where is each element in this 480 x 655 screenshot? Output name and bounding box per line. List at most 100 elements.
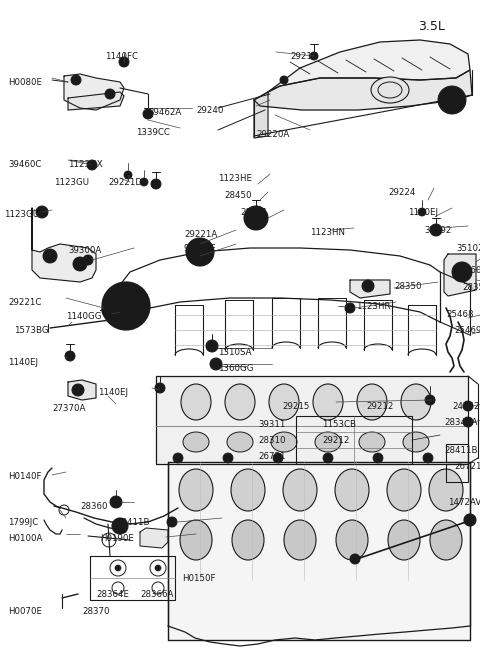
Circle shape: [463, 401, 473, 411]
Text: 1573BG: 1573BG: [14, 326, 48, 335]
Polygon shape: [168, 462, 470, 640]
Text: 28344A: 28344A: [444, 418, 478, 427]
Ellipse shape: [271, 432, 297, 452]
Text: 29215: 29215: [282, 402, 310, 411]
Circle shape: [223, 453, 233, 463]
Ellipse shape: [284, 520, 316, 560]
Circle shape: [323, 453, 333, 463]
Text: 28310: 28310: [258, 436, 286, 445]
Circle shape: [87, 160, 97, 170]
Circle shape: [110, 496, 122, 508]
Ellipse shape: [429, 469, 463, 511]
Text: 39460C: 39460C: [8, 160, 41, 169]
Ellipse shape: [401, 384, 431, 420]
Circle shape: [350, 554, 360, 564]
Ellipse shape: [180, 520, 212, 560]
Polygon shape: [268, 40, 470, 92]
Polygon shape: [350, 280, 390, 298]
Text: 29221D: 29221D: [108, 178, 142, 187]
Ellipse shape: [232, 520, 264, 560]
Circle shape: [105, 89, 115, 99]
Text: 1123HR: 1123HR: [356, 302, 391, 311]
Ellipse shape: [183, 432, 209, 452]
Circle shape: [452, 262, 472, 282]
Text: 28366A: 28366A: [140, 590, 173, 599]
Ellipse shape: [227, 432, 253, 452]
Text: 28360: 28360: [80, 502, 108, 511]
Circle shape: [463, 417, 473, 427]
Text: 1339CC: 1339CC: [136, 128, 170, 137]
Text: H0140F: H0140F: [8, 472, 41, 481]
Circle shape: [310, 52, 318, 60]
Text: 29221C: 29221C: [8, 298, 41, 307]
Circle shape: [73, 257, 87, 271]
Ellipse shape: [315, 432, 341, 452]
Text: 25469: 25469: [454, 326, 480, 335]
Polygon shape: [64, 74, 124, 110]
Text: H0150F: H0150F: [182, 574, 216, 583]
Text: 29224: 29224: [388, 188, 415, 197]
Circle shape: [464, 514, 476, 526]
Circle shape: [65, 351, 75, 361]
Ellipse shape: [357, 384, 387, 420]
Circle shape: [155, 565, 161, 571]
Circle shape: [438, 86, 466, 114]
Circle shape: [197, 249, 203, 255]
Text: 1310SA: 1310SA: [218, 348, 252, 357]
Polygon shape: [254, 70, 472, 110]
Circle shape: [151, 179, 161, 189]
Text: 1140FC: 1140FC: [105, 52, 138, 61]
Text: 29220A: 29220A: [256, 130, 289, 139]
Circle shape: [115, 565, 121, 571]
Text: 39462A: 39462A: [148, 108, 181, 117]
Polygon shape: [68, 92, 124, 110]
Polygon shape: [140, 528, 168, 548]
Text: 39311: 39311: [258, 420, 286, 429]
Text: 28411B: 28411B: [444, 446, 478, 455]
Ellipse shape: [181, 384, 211, 420]
Ellipse shape: [269, 384, 299, 420]
Polygon shape: [32, 208, 96, 282]
Circle shape: [425, 395, 435, 405]
Bar: [446, 464, 468, 482]
Circle shape: [143, 109, 153, 119]
Circle shape: [155, 383, 165, 393]
Polygon shape: [156, 376, 468, 464]
Text: 1123HE: 1123HE: [218, 174, 252, 183]
Circle shape: [140, 178, 148, 186]
Circle shape: [72, 384, 84, 396]
Circle shape: [119, 57, 129, 67]
Text: 39300A: 39300A: [68, 246, 101, 255]
Text: 29212: 29212: [322, 436, 349, 445]
Polygon shape: [68, 380, 96, 400]
Polygon shape: [444, 254, 476, 296]
Circle shape: [418, 208, 426, 216]
Circle shape: [373, 453, 383, 463]
Bar: [446, 444, 468, 462]
Text: 28370: 28370: [82, 607, 109, 616]
Text: 29217: 29217: [290, 52, 317, 61]
Ellipse shape: [283, 469, 317, 511]
Text: 1123GX: 1123GX: [68, 160, 103, 169]
Text: 28450: 28450: [224, 191, 252, 200]
Circle shape: [186, 238, 214, 266]
Circle shape: [167, 517, 177, 527]
Ellipse shape: [371, 77, 409, 103]
Text: 28350: 28350: [394, 282, 421, 291]
Text: 1472AV: 1472AV: [448, 498, 480, 507]
Text: 35102: 35102: [456, 244, 480, 253]
Ellipse shape: [231, 469, 265, 511]
Circle shape: [43, 249, 57, 263]
Text: 1123GU: 1123GU: [4, 210, 39, 219]
Circle shape: [345, 303, 355, 313]
Text: 29212: 29212: [366, 402, 394, 411]
Text: 28364E: 28364E: [96, 590, 129, 599]
Circle shape: [112, 518, 128, 534]
Text: H0190E: H0190E: [100, 534, 134, 543]
Text: 25468: 25468: [446, 310, 473, 319]
Circle shape: [430, 224, 442, 236]
Circle shape: [83, 255, 93, 265]
Ellipse shape: [313, 384, 343, 420]
Text: 1140GG: 1140GG: [66, 312, 101, 321]
Ellipse shape: [388, 520, 420, 560]
